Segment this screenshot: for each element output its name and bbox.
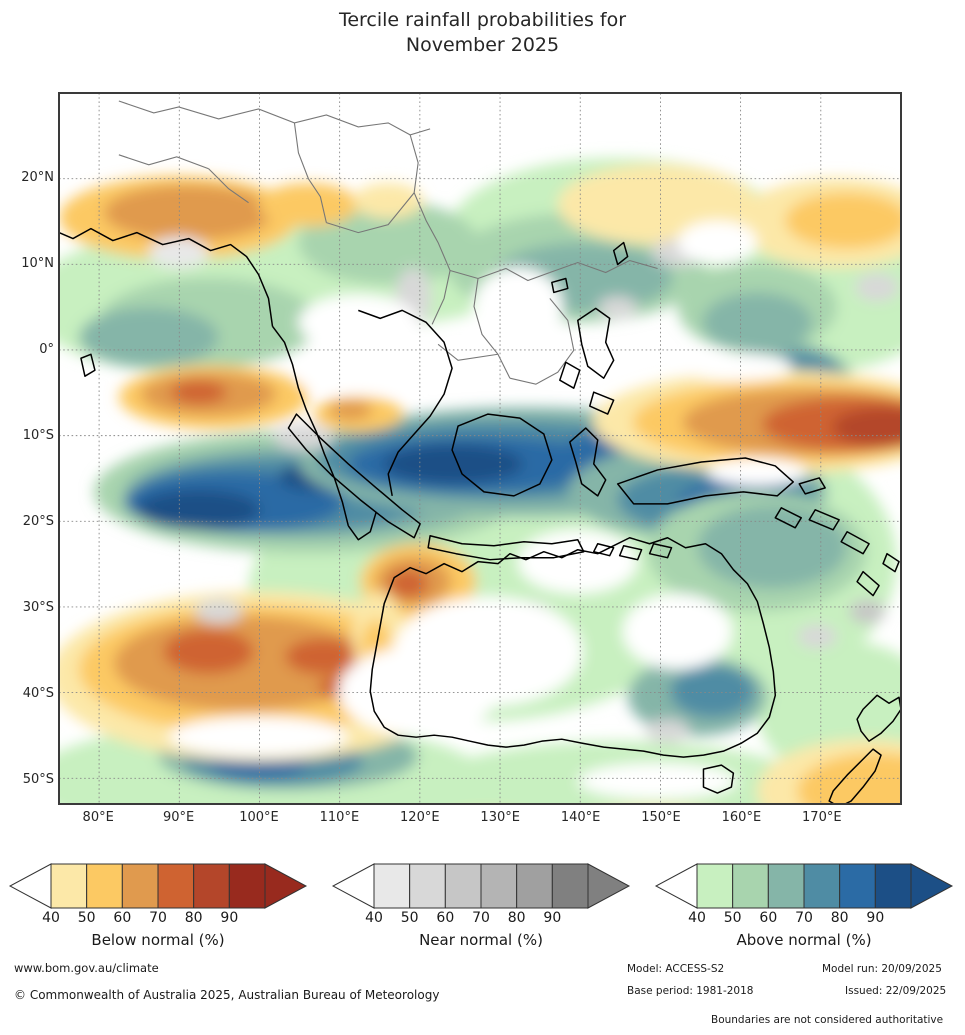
colorbar-tick-label: 60 (113, 910, 132, 926)
longitude-tick-label: 90°E (162, 810, 195, 825)
colorbar-tick-label: 40 (365, 910, 383, 926)
longitude-tick-label: 120°E (400, 810, 440, 825)
title-line-1: Tercile rainfall probabilities for (338, 9, 627, 31)
latitude-tick-label: 30°S (22, 599, 54, 615)
probability-field (59, 157, 901, 804)
colorbar-tick-row: 40 50 60 70 80 90 (654, 910, 954, 927)
colorbar-cell (373, 863, 411, 909)
colorbar-tick-label: 80 (184, 910, 203, 926)
colorbar-above-normal: 40 50 60 70 80 90 Above normal (%) (654, 862, 954, 954)
colorbar-cell (551, 863, 589, 909)
colorbar-tick-row: 40 50 60 70 80 90 (8, 910, 308, 927)
longitude-tick-label: 100°E (239, 810, 279, 825)
colorbar-cell (803, 863, 841, 909)
colorbar-cell (50, 863, 88, 909)
colorbar-cell (839, 863, 876, 909)
colorbar-cell (767, 863, 805, 909)
colorbar-tick-label: 50 (400, 910, 419, 926)
copyright-text: © Commonwealth of Australia 2025, Austra… (14, 988, 440, 1002)
colorbar-tick-label: 50 (77, 910, 96, 926)
colorbar-cell (409, 863, 446, 909)
colorbar-cell (228, 863, 266, 909)
colorbar-tick-label: 40 (688, 910, 706, 926)
latitude-tick-label: 20°N (21, 170, 54, 186)
colorbar-cell (480, 863, 518, 909)
colorbar-over-arrow (587, 863, 631, 909)
boundaries-disclaimer: Boundaries are not considered authoritat… (711, 1014, 944, 1026)
graticule (59, 93, 901, 804)
colorbar-under-arrow (8, 863, 52, 909)
colorbar-caption: Near normal (%) (419, 931, 543, 949)
colorbar-over-arrow (910, 863, 954, 909)
colorbar-tick-label: 80 (830, 910, 849, 926)
colorbar-tick-label: 60 (759, 910, 778, 926)
longitude-tick-label: 130°E (480, 810, 520, 825)
latitude-axis: 20°N 10°N 0° 10°S 20°S 30°S 40°S 50°S (0, 92, 54, 805)
latitude-tick-label: 10°N (21, 256, 54, 272)
longitude-tick-label: 140°E (560, 810, 601, 825)
colorbar-cell (193, 863, 230, 909)
colorbar-cell (732, 863, 769, 909)
colorbar-tick-label: 90 (866, 910, 885, 926)
colorbar-tick-row: 40 50 60 70 80 90 (331, 910, 631, 927)
longitude-tick-label: 150°E (641, 810, 681, 825)
colorbar-under-arrow (654, 863, 698, 909)
base-period-label: Base period: 1981-2018 (627, 985, 754, 997)
colorbar-over-arrow (264, 863, 308, 909)
page-title: Tercile rainfall probabilities for Novem… (0, 8, 965, 58)
colorbar-cell (86, 863, 123, 909)
latitude-tick-label: 40°S (22, 685, 54, 701)
colorbar-below-normal: 40 50 60 70 80 90 Below normal (%) (8, 862, 308, 954)
country-borders (118, 100, 658, 385)
colorbar-tick-label: 90 (543, 910, 562, 926)
colorbar-swatches (331, 863, 631, 909)
colorbar-cell (516, 863, 553, 909)
colorbar-tick-label: 80 (507, 910, 526, 926)
colorbar-cell (696, 863, 734, 909)
colorbar-tick-label: 70 (472, 910, 490, 926)
model-run-label: Model run: 20/09/2025 (822, 963, 942, 975)
colorbar-under-arrow (331, 863, 375, 909)
map-plot-area (58, 92, 902, 805)
coastlines (59, 227, 901, 804)
title-line-2: November 2025 (405, 34, 560, 56)
longitude-tick-label: 110°E (319, 810, 360, 825)
colorbar-near-normal: 40 50 60 70 80 90 Near normal (%) (331, 862, 631, 954)
colorbar-swatches (8, 863, 308, 909)
longitude-tick-label: 80°E (82, 810, 114, 825)
latitude-tick-label: 10°S (22, 428, 54, 444)
issued-label: Issued: 22/09/2025 (845, 985, 947, 997)
colorbar-cell (444, 863, 482, 909)
latitude-tick-label: 0° (39, 342, 54, 358)
colorbar-cell (874, 863, 912, 909)
colorbar-tick-label: 70 (795, 910, 813, 926)
colorbar-tick-label: 40 (42, 910, 60, 926)
longitude-axis: 80°E 90°E 100°E 110°E 120°E 130°E 140°E 150°E 16… (58, 810, 902, 834)
model-label: Model: ACCESS-S2 (627, 963, 725, 975)
latitude-tick-label: 50°S (22, 771, 54, 787)
colorbar-tick-label: 50 (723, 910, 742, 926)
colorbar-caption: Below normal (%) (91, 931, 225, 949)
latitude-tick-label: 20°S (22, 514, 54, 529)
colorbar-tick-label: 60 (436, 910, 455, 926)
colorbar-cell (121, 863, 159, 909)
colorbar-swatches (654, 863, 954, 909)
bom-website-link[interactable]: www.bom.gov.au/climate (14, 961, 159, 975)
tercile-probability-map (59, 93, 901, 804)
colorbar-tick-label: 90 (220, 910, 239, 926)
colorbar-tick-label: 70 (149, 910, 167, 926)
colorbar-caption: Above normal (%) (736, 931, 872, 949)
longitude-tick-label: 170°E (802, 810, 842, 825)
longitude-tick-label: 160°E (721, 810, 762, 825)
colorbar-cell (157, 863, 195, 909)
